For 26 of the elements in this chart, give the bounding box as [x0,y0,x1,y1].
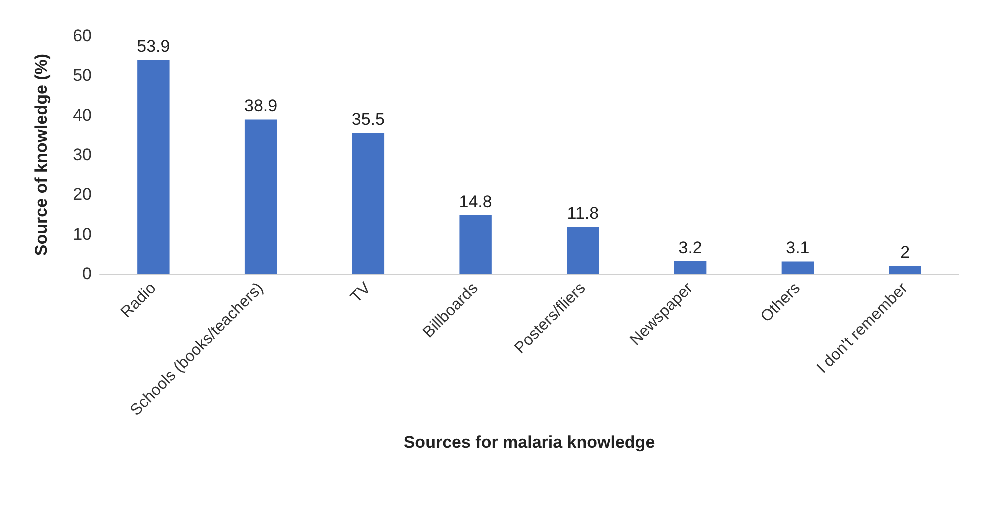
y-tick-label: 30 [73,146,92,164]
data-label: 35.5 [352,110,385,130]
bar [352,133,385,274]
bar [460,215,492,274]
y-tick-label: 20 [73,185,92,204]
data-label: 3.2 [678,238,702,258]
data-label: 38.9 [244,96,278,116]
bar [567,227,600,274]
y-tick-label: 50 [73,66,92,86]
data-label: 11.8 [567,204,600,224]
data-label: 53.9 [137,37,170,56]
bar [782,262,814,274]
y-tick-label: 10 [73,224,92,244]
bar [138,60,170,274]
y-axis-title: Source of knowledge (%) [32,54,51,256]
y-tick-label: 40 [73,106,92,125]
data-label: 14.8 [459,192,492,212]
bar [889,266,922,274]
x-tick-label: TV [348,280,375,306]
data-label: 3.1 [786,238,810,258]
bar [244,120,278,274]
y-tick-label: 0 [82,264,92,284]
y-tick-label: 60 [73,26,92,46]
x-axis-title: Sources for malaria knowledge [404,433,656,452]
bar [674,261,707,274]
data-label: 2 [900,243,910,262]
